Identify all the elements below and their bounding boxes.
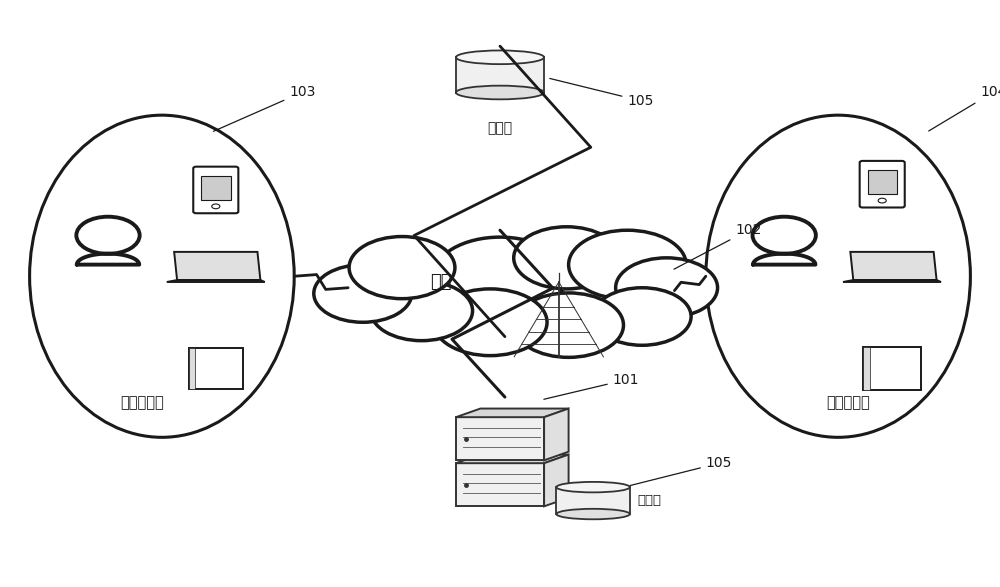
Ellipse shape	[556, 482, 630, 492]
Ellipse shape	[556, 509, 630, 519]
Circle shape	[433, 237, 567, 315]
Text: 数据库: 数据库	[637, 494, 661, 507]
FancyBboxPatch shape	[193, 167, 238, 213]
Circle shape	[514, 227, 620, 289]
Polygon shape	[456, 409, 569, 417]
Ellipse shape	[456, 50, 544, 64]
Bar	[201, 176, 230, 200]
Circle shape	[349, 237, 455, 299]
Polygon shape	[174, 252, 260, 280]
Circle shape	[569, 230, 686, 299]
Text: 103: 103	[213, 85, 316, 131]
Circle shape	[753, 217, 816, 254]
Bar	[189, 348, 243, 389]
Bar	[863, 347, 870, 390]
Circle shape	[514, 293, 623, 357]
Polygon shape	[456, 454, 569, 463]
Text: 102: 102	[674, 223, 762, 269]
Bar	[556, 487, 630, 514]
Circle shape	[433, 289, 547, 356]
Bar	[863, 347, 921, 390]
Polygon shape	[843, 280, 941, 282]
Circle shape	[593, 288, 691, 345]
Polygon shape	[850, 252, 937, 280]
Polygon shape	[456, 463, 544, 507]
Text: 服务请求端: 服务请求端	[120, 395, 164, 410]
Polygon shape	[544, 454, 569, 507]
Polygon shape	[167, 280, 265, 282]
FancyBboxPatch shape	[860, 161, 905, 207]
Circle shape	[76, 217, 140, 254]
Polygon shape	[544, 409, 569, 460]
Text: 105: 105	[550, 79, 654, 108]
Polygon shape	[77, 254, 139, 265]
Ellipse shape	[456, 86, 544, 99]
Text: 网络: 网络	[430, 273, 452, 291]
Polygon shape	[753, 254, 815, 265]
Circle shape	[616, 258, 718, 318]
Text: 数据库: 数据库	[487, 121, 513, 135]
Bar	[456, 58, 544, 93]
Text: 101: 101	[544, 373, 639, 399]
Polygon shape	[456, 417, 544, 460]
Bar	[189, 348, 195, 389]
Bar	[868, 170, 897, 194]
Circle shape	[314, 265, 412, 322]
Text: 服务提供端: 服务提供端	[826, 395, 870, 410]
Text: 105: 105	[630, 456, 732, 485]
Circle shape	[371, 281, 473, 340]
Text: 104: 104	[929, 85, 1000, 131]
